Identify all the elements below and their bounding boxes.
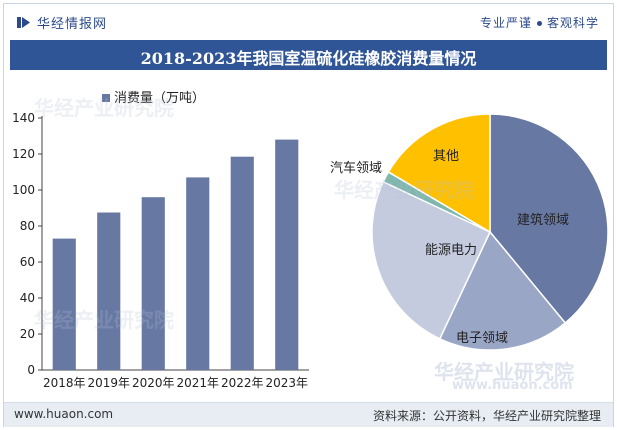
brand: 华经情报网 — [16, 13, 107, 32]
pie-label: 汽车领域 — [330, 160, 382, 176]
y-tick-label: 0 — [27, 363, 35, 377]
y-tick-label: 80 — [20, 219, 35, 233]
y-tick-label: 60 — [20, 255, 35, 269]
chart-area: 消费量（万吨） 0 20 40 60 80 100 120 140 2018年 2019年 2020年… — [12, 91, 609, 390]
top-bar: 华经情报网 专业严谨 客观科学 — [4, 4, 613, 38]
legend-swatch — [102, 94, 110, 102]
pie-label: 建筑领域 — [517, 212, 569, 228]
tagline-left: 专业严谨 — [479, 16, 532, 30]
x-tick-label: 2020年 — [132, 376, 175, 390]
x-tick-label: 2022年 — [221, 376, 264, 390]
pie-slice — [387, 113, 491, 234]
bar — [52, 238, 76, 370]
bar — [186, 177, 210, 370]
pie-label: 电子领域 — [456, 331, 508, 346]
pie-slice — [438, 230, 567, 351]
infographic-frame: 华经情报网 专业严谨 客观科学 2018-2023年我国室温硫化硅橡胶消费量情况 … — [3, 3, 614, 427]
tagline: 专业严谨 客观科学 — [480, 14, 599, 31]
y-tick-label: 40 — [20, 291, 35, 305]
footer-site: www.huaon.com — [14, 407, 114, 421]
title-bar: 2018-2023年我国室温硫化硅橡胶消费量情况 — [10, 40, 607, 70]
bar — [97, 212, 121, 370]
chart-title: 2018-2023年我国室温硫化硅橡胶消费量情况 — [140, 49, 477, 68]
y-tick-label: 20 — [20, 327, 35, 341]
x-tick-label: 2018年 — [43, 376, 86, 390]
bar — [275, 139, 299, 370]
tagline-dot — [536, 21, 542, 26]
y-tick-label: 140 — [12, 111, 35, 125]
pie-label: 其他 — [433, 149, 459, 164]
brand-logo-icon — [17, 17, 30, 28]
pie-slice — [371, 180, 491, 340]
x-tick-label: 2019年 — [87, 376, 130, 390]
y-tick-label: 100 — [12, 183, 35, 197]
brand-name: 华经情报网 — [37, 17, 108, 32]
x-tick-label: 2023年 — [265, 376, 308, 390]
x-tick-label: 2021年 — [176, 376, 219, 390]
bar — [230, 156, 254, 370]
footer-source: 资料来源：公开资料，华经产业研究院整理 — [372, 409, 601, 423]
bar — [141, 197, 165, 370]
legend-label: 消费量（万吨） — [114, 91, 205, 106]
footer: www.huaon.com 资料来源：公开资料，华经产业研究院整理 — [4, 402, 613, 427]
tagline-right: 客观科学 — [546, 16, 599, 30]
pie-slice — [489, 113, 609, 324]
y-tick-label: 120 — [12, 147, 35, 161]
pie-label: 能源电力 — [425, 243, 477, 258]
